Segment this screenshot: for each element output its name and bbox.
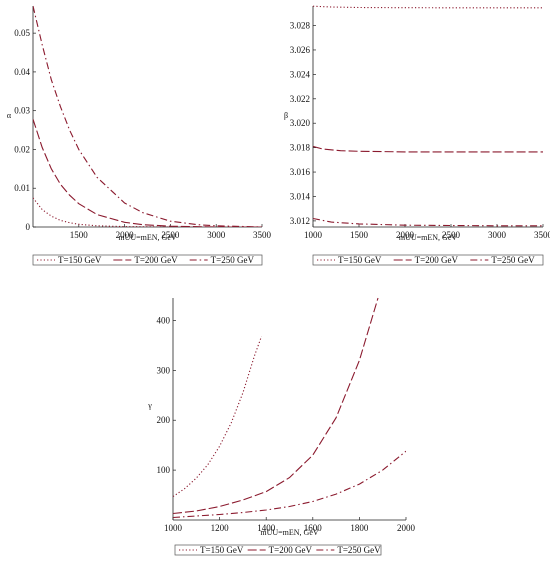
legend-label: T=250 GeV bbox=[211, 255, 255, 265]
series-line-t-150-gev bbox=[33, 197, 262, 227]
legend-label: T=150 GeV bbox=[200, 545, 244, 555]
x-tick-label: 3000 bbox=[207, 230, 226, 240]
series-line-t-200-gev bbox=[33, 119, 262, 227]
legend-label: T=250 GeV bbox=[337, 545, 381, 555]
y-axis-title: β bbox=[284, 111, 288, 120]
x-tick-label: 3500 bbox=[253, 230, 272, 240]
x-tick-label: 2000 bbox=[396, 230, 415, 240]
legend-label: T=200 GeV bbox=[269, 545, 313, 555]
x-tick-label: 3000 bbox=[488, 230, 507, 240]
x-tick-label: 1000 bbox=[164, 523, 183, 533]
y-tick-label: 0.04 bbox=[14, 67, 30, 77]
legend-label: T=200 GeV bbox=[134, 255, 178, 265]
y-tick-label: 200 bbox=[157, 415, 171, 425]
x-tick-label: 1600 bbox=[304, 523, 323, 533]
y-tick-label: 3.026 bbox=[290, 45, 311, 55]
series-line-t-200-gev bbox=[173, 297, 379, 515]
legend-box bbox=[32, 254, 263, 266]
legend-label: T=250 GeV bbox=[491, 255, 535, 265]
y-tick-label: 0.01 bbox=[14, 183, 30, 193]
y-tick-label: 3.022 bbox=[290, 94, 310, 104]
x-tick-label: 1200 bbox=[211, 523, 230, 533]
series-line-t-250-gev bbox=[173, 450, 406, 519]
x-tick-label: 3500 bbox=[534, 230, 550, 240]
y-tick-label: 300 bbox=[157, 365, 171, 375]
x-axis-title: mUU=mEN, GeV bbox=[399, 233, 458, 242]
y-tick-label: 0.02 bbox=[14, 144, 30, 154]
y-tick-label: 0.03 bbox=[14, 106, 30, 116]
legend-label: T=150 GeV bbox=[338, 255, 382, 265]
series-line-t-150-gev bbox=[313, 5, 543, 9]
x-tick-label: 1800 bbox=[350, 523, 369, 533]
y-tick-label: 100 bbox=[157, 465, 171, 475]
y-tick-label: 3.018 bbox=[290, 143, 311, 153]
legend-box bbox=[174, 544, 382, 556]
y-tick-label: 0 bbox=[26, 222, 31, 232]
y-tick-label: 3.016 bbox=[290, 167, 311, 177]
x-tick-label: 1500 bbox=[70, 230, 89, 240]
x-tick-label: 2500 bbox=[161, 230, 180, 240]
x-tick-label: 1000 bbox=[304, 230, 323, 240]
series-line-t-200-gev bbox=[313, 145, 543, 153]
legend-box bbox=[312, 254, 544, 266]
y-tick-label: 3.024 bbox=[290, 69, 311, 79]
x-tick-label: 2000 bbox=[397, 523, 416, 533]
y-axis-title: α bbox=[7, 111, 12, 120]
series-line-t-250-gev bbox=[33, 5, 262, 227]
y-tick-label: 3.028 bbox=[290, 21, 311, 31]
series-line-t-150-gev bbox=[173, 336, 263, 498]
series-line-t-250-gev bbox=[313, 217, 543, 227]
y-tick-label: 400 bbox=[157, 315, 171, 325]
y-tick-label: 0.05 bbox=[14, 28, 30, 38]
x-tick-label: 1400 bbox=[257, 523, 276, 533]
x-axis-title: mUU=mEN, GeV bbox=[260, 528, 319, 537]
y-tick-label: 3.014 bbox=[290, 191, 311, 201]
x-axis-title: mUU=mEN, GeV bbox=[118, 233, 177, 242]
y-tick-label: 3.012 bbox=[290, 216, 310, 226]
y-tick-label: 3.020 bbox=[290, 118, 311, 128]
legend-label: T=200 GeV bbox=[415, 255, 459, 265]
x-tick-label: 1500 bbox=[350, 230, 369, 240]
x-tick-label: 2500 bbox=[442, 230, 461, 240]
legend-label: T=150 GeV bbox=[58, 255, 102, 265]
y-axis-title: γ bbox=[147, 401, 152, 410]
x-tick-label: 2000 bbox=[116, 230, 135, 240]
